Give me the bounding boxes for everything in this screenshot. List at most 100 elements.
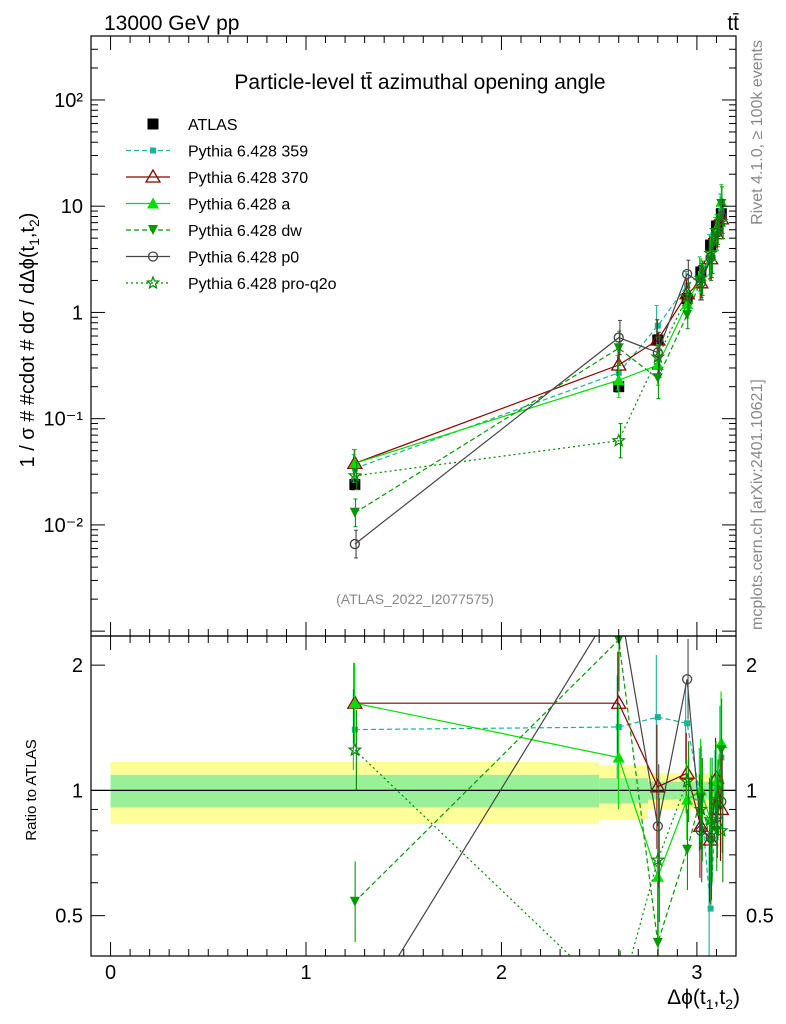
ratio-point: [654, 714, 661, 721]
x-axis-label: Δϕ(t1,t2): [667, 986, 740, 1012]
legend-marker: [145, 275, 161, 290]
ratio-point: [613, 996, 624, 1007]
series-line: [354, 210, 722, 469]
ratio-y-tick-label-right: 1: [746, 780, 757, 802]
legend-label: ATLAS: [188, 117, 238, 134]
x-tick-label: 1: [300, 962, 311, 984]
series-line: [354, 201, 722, 464]
rivet-label: Rivet 4.1.0, ≥ 100k events: [749, 40, 766, 225]
main-axes: 10⁻² 10⁻¹ 1 10 10²: [44, 35, 737, 636]
data-point: [613, 332, 624, 343]
legend-marker: [150, 147, 156, 154]
series-line: [354, 203, 722, 514]
legend-marker: [147, 197, 159, 209]
ratio-point: [705, 832, 716, 843]
ratio-panel: 0.5 0.5 1 1 2 2 0 1 2 3 Ratio to ATLAS Δϕ(t1,t2): [23, 593, 774, 1012]
ratio-point: [348, 697, 361, 709]
band-inner: [110, 774, 600, 808]
main-y-tick-label: 10⁻²: [44, 515, 84, 537]
legend-marker: [147, 251, 159, 262]
energy-label: 13000 GeV pp: [104, 12, 239, 35]
ratio-point: [716, 745, 727, 756]
data-point: [349, 507, 360, 518]
ratio-point: [682, 844, 693, 855]
x-tick-label: 2: [496, 962, 507, 984]
main-y-axis-label: 1 / σ # #cdot # dσ / dΔϕ(t1,t2): [17, 213, 42, 468]
data-point: [693, 270, 709, 285]
data-point: [684, 282, 691, 289]
data-point: [650, 349, 666, 364]
data-point: [681, 268, 693, 280]
ratio-point: [693, 801, 709, 816]
main-panel: 10⁻² 10⁻¹ 1 10 10² Particle-level tt̄ azimut…: [17, 35, 737, 637]
data-point: [682, 309, 693, 320]
ratio-point: [681, 674, 693, 685]
process-label: tt̄: [727, 12, 739, 35]
ratio-y-axis-label: Ratio to ATLAS: [23, 739, 40, 840]
data-point: [711, 231, 722, 242]
legend-label: Pythia 6.428 p0: [188, 250, 299, 267]
data-point: [349, 538, 361, 550]
ratio-point: [651, 870, 664, 882]
ratio-point: [614, 593, 623, 602]
ratio-y-tick-label: 1: [72, 780, 83, 802]
legend: ATLAS Pythia 6.428 359 Pythia 6.428 370 Pyt…: [126, 117, 337, 293]
ratio-series-line: [354, 638, 722, 944]
data-point: [651, 359, 664, 371]
legend-marker: [144, 168, 162, 183]
chart-title: Particle-level tt̄ azimuthal opening ang…: [234, 71, 605, 94]
main-y-tick-label: 1: [72, 302, 83, 324]
ratio-point: [695, 792, 706, 803]
ratio-point: [695, 825, 706, 836]
data-point: [681, 298, 694, 310]
ratio-point: [681, 793, 694, 805]
ratio-point: [684, 720, 691, 727]
ratio-point: [652, 937, 663, 948]
ratio-point: [650, 852, 666, 867]
data-point: [611, 433, 626, 447]
ratio-point: [349, 896, 360, 907]
data-point: [347, 468, 363, 482]
legend-marker: [147, 118, 159, 130]
data-point: [348, 457, 361, 469]
data-point: [654, 322, 661, 329]
main-data-layer: [346, 184, 730, 559]
ratio-point: [612, 751, 625, 763]
ratio-point: [707, 905, 714, 912]
ratio-uncertainty-band: [91, 762, 736, 825]
main-y-tick-label: 10⁻¹: [44, 409, 84, 431]
data-point: [652, 373, 663, 384]
ratio-point: [714, 823, 729, 837]
data-point: [709, 222, 724, 237]
ratio-y-tick-label: 2: [72, 655, 83, 677]
ratio-point: [652, 821, 663, 832]
ratio-y-tick-label-right: 0.5: [746, 906, 774, 928]
main-y-tick-label: 10²: [54, 90, 83, 112]
ratio-point: [716, 796, 727, 807]
data-point: [613, 343, 624, 354]
ratio-frame: [90, 635, 737, 957]
series-line: [354, 216, 722, 545]
series-line: [354, 221, 722, 477]
legend-label: Pythia 6.428 370: [188, 170, 308, 187]
legend-label: Pythia 6.428 pro-q2o: [188, 276, 337, 293]
ratio-point: [649, 778, 666, 793]
ratio-point: [703, 812, 718, 826]
legend-label: Pythia 6.428 359: [188, 144, 308, 161]
data-point: [652, 347, 663, 358]
main-y-tick-label: 10: [61, 196, 83, 218]
analysis-annotation: (ATLAS_2022_I2077575): [336, 591, 494, 607]
data-point: [679, 289, 695, 304]
ratio-point: [679, 773, 695, 788]
ratio-point: [710, 775, 723, 787]
data-point: [349, 479, 361, 491]
x-tick-label: 3: [691, 962, 702, 984]
legend-marker: [148, 225, 158, 235]
series-line: [354, 218, 722, 464]
legend-label: Pythia 6.428 dw: [188, 223, 302, 240]
ratio-point: [709, 792, 724, 806]
mcplots-label: mcplots.cern.ch [arXiv:2401.10621]: [749, 379, 766, 630]
legend-label: Pythia 6.428 a: [188, 197, 290, 214]
ratio-point: [347, 742, 363, 757]
